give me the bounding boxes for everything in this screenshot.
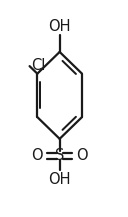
Text: S: S — [55, 148, 64, 163]
Text: OH: OH — [48, 19, 71, 34]
Text: OH: OH — [48, 172, 71, 187]
Text: Cl: Cl — [31, 58, 45, 73]
Text: O: O — [76, 148, 88, 163]
Text: O: O — [31, 148, 43, 163]
